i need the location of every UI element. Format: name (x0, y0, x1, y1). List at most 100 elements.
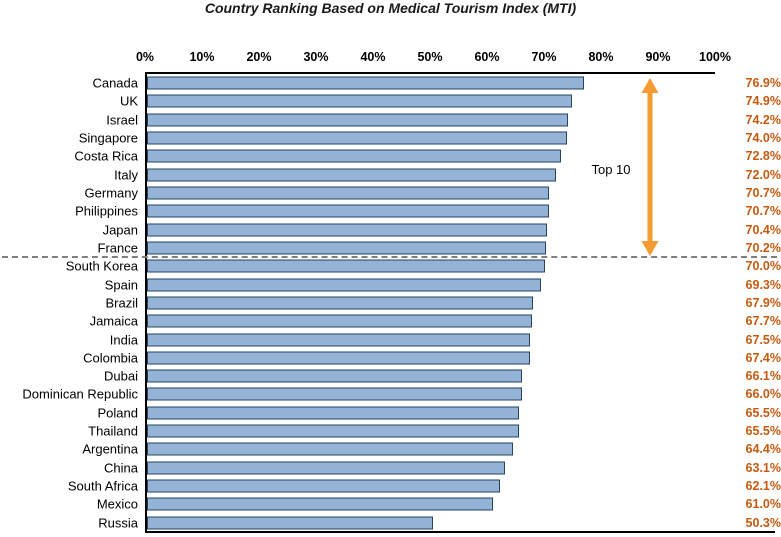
chart-row: Mexico 61.0% (97, 495, 781, 513)
plot-area: Canada 76.9% UK 74.9% Israel 74.2% Singapore 74… (22, 72, 781, 532)
bar (147, 516, 433, 530)
country-label: Colombia (83, 350, 138, 366)
country-label: China (104, 460, 138, 476)
bar (147, 259, 545, 273)
chart-row: Jamaica 67.7% (90, 312, 781, 330)
value-label: 61.0% (745, 497, 781, 512)
x-axis-bottom-line (145, 531, 775, 533)
bar (147, 149, 561, 163)
value-label: 70.7% (745, 204, 781, 219)
chart-row: Singapore 74.0% (79, 129, 781, 147)
bar (147, 369, 523, 383)
country-label: Dominican Republic (22, 386, 138, 402)
country-label: Jamaica (89, 313, 138, 329)
bar (147, 241, 546, 255)
value-label: 74.0% (745, 131, 781, 146)
chart-row: South Africa 62.1% (68, 477, 781, 495)
bar (147, 406, 520, 420)
country-label: France (97, 240, 138, 256)
value-label: 70.0% (745, 259, 781, 274)
country-label: India (109, 332, 138, 348)
x-tick-label: 70% (531, 50, 557, 64)
country-label: South Africa (67, 478, 138, 494)
top10-divider-line (2, 256, 777, 258)
chart-row: Poland 65.5% (98, 404, 781, 422)
bar (147, 387, 522, 401)
country-label: Israel (106, 112, 138, 128)
value-label: 74.2% (745, 112, 781, 127)
value-label: 67.4% (745, 350, 781, 365)
value-label: 50.3% (745, 515, 781, 530)
country-label: Argentina (82, 441, 138, 457)
bar (147, 94, 573, 108)
chart-row: France 70.2% (98, 239, 781, 257)
country-label: Canada (92, 75, 138, 91)
value-label: 63.1% (745, 460, 781, 475)
chart-row: Canada 76.9% (92, 74, 781, 92)
chart-row: Brazil 67.9% (105, 294, 781, 312)
country-label: South Korea (65, 258, 138, 274)
bar (147, 76, 584, 90)
chart-row: Colombia 67.4% (83, 349, 781, 367)
x-axis-tick-labels: 0% 10% 20% 30% 40% 50% 60% 70% 80% 90% 100% (136, 50, 731, 68)
chart-row: Russia 50.3% (98, 514, 781, 532)
chart-row: Philippines 70.7% (75, 202, 781, 220)
country-label: Poland (97, 405, 138, 421)
bar (147, 424, 520, 438)
country-label: Italy (114, 167, 138, 183)
x-tick-label: 60% (474, 50, 500, 64)
x-tick-label: 20% (246, 50, 272, 64)
x-tick-label: 30% (303, 50, 329, 64)
value-label: 72.8% (745, 149, 781, 164)
value-label: 70.4% (745, 222, 781, 237)
bar (147, 113, 569, 127)
chart-row: Spain 69.3% (105, 275, 781, 293)
value-label: 67.9% (745, 295, 781, 310)
x-tick-label: 10% (189, 50, 215, 64)
value-label: 65.5% (745, 424, 781, 439)
x-tick-label: 0% (135, 50, 155, 64)
chart-row: Thailand 65.5% (88, 422, 781, 440)
chart-row: South Korea 70.0% (66, 257, 781, 275)
top10-label: Top 10 (591, 162, 631, 177)
chart-row: India 67.5% (110, 330, 781, 348)
bar (147, 497, 494, 511)
bar (147, 296, 533, 310)
chart-row: UK 74.9% (120, 92, 781, 110)
bar (147, 333, 531, 347)
chart-row: Dubai 66.1% (104, 367, 781, 385)
chart-row: Israel 74.2% (106, 111, 781, 129)
country-label: Russia (98, 515, 138, 531)
country-label: Brazil (105, 295, 138, 311)
bar (147, 223, 547, 237)
chart-title: Country Ranking Based on Medical Tourism… (204, 0, 577, 16)
double-headed-arrow-icon (641, 78, 659, 256)
chart-row: China 63.1% (104, 459, 781, 477)
country-label: Spain (104, 277, 138, 293)
bar (147, 204, 549, 218)
country-label: Thailand (88, 423, 138, 439)
value-label: 70.7% (745, 186, 781, 201)
top10-arrow (641, 78, 659, 256)
value-label: 67.7% (745, 314, 781, 329)
x-tick-label: 80% (588, 50, 614, 64)
country-label: Costa Rica (74, 148, 138, 164)
value-label: 76.9% (745, 76, 781, 91)
bar (147, 461, 506, 475)
value-label: 74.9% (745, 94, 781, 109)
bar (147, 351, 530, 365)
x-tick-label: 100% (699, 50, 731, 64)
bar (147, 131, 568, 145)
value-label: 67.5% (745, 332, 781, 347)
value-label: 64.4% (745, 442, 781, 457)
value-label: 69.3% (745, 277, 781, 292)
country-label: UK (119, 93, 138, 109)
value-label: 70.2% (745, 240, 781, 255)
x-tick-label: 50% (417, 50, 443, 64)
country-label: Mexico (96, 496, 138, 512)
x-tick-label: 40% (360, 50, 386, 64)
country-label: Germany (84, 185, 138, 201)
chart-row: Argentina 64.4% (82, 440, 781, 458)
bar (147, 442, 513, 456)
